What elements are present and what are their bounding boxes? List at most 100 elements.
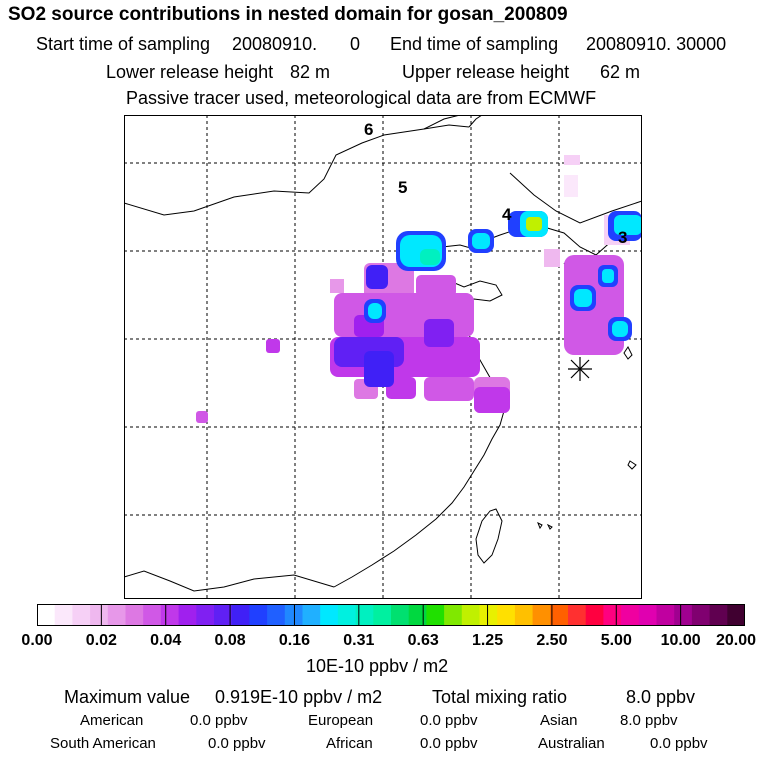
colorbar-cell [568, 604, 587, 626]
plume-cell [614, 215, 642, 235]
plume-cell [526, 217, 542, 231]
total-mixing-label: Total mixing ratio [432, 687, 568, 707]
colorbar-cell [691, 604, 711, 626]
plume-cell [474, 387, 510, 413]
colorbar-cell [373, 604, 392, 626]
colorbar-cell [267, 604, 286, 626]
colorbar [37, 604, 745, 626]
colorbar-tick-label: 20.00 [715, 632, 757, 649]
colorbar-tick-label: 0.16 [278, 632, 311, 649]
region-african-name: African [326, 735, 373, 752]
region-australian-name: Australian [538, 735, 605, 752]
start-time-value: 20080910. [232, 34, 318, 54]
plume-cell [196, 411, 208, 423]
map-grid [124, 115, 642, 599]
plume-cell [416, 275, 456, 297]
region-american-name: American [80, 712, 144, 729]
colorbar-cell [54, 604, 73, 626]
colorbar-cell [727, 604, 745, 626]
colorbar-cells [37, 604, 745, 626]
tracer-note: Passive tracer used, meteorological data… [126, 88, 597, 108]
colorbar-cell [585, 604, 604, 626]
colorbar-cell [178, 604, 197, 626]
plume-cell [330, 279, 344, 293]
colorbar-cell [621, 604, 640, 626]
colorbar-cell [408, 604, 427, 626]
colorbar-cell [284, 604, 303, 626]
start-time-label: Start time of sampling [36, 34, 211, 54]
start-time-hour: 0 [350, 34, 361, 54]
plume-cell [564, 175, 578, 197]
colorbar-cell [674, 604, 693, 626]
plume-cell [366, 265, 388, 289]
max-value: 0.919E-10 ppbv / m2 [215, 687, 383, 707]
colorbar-cell [90, 604, 109, 626]
colorbar-cell [302, 604, 321, 626]
colorbar-cell [125, 604, 144, 626]
region-american-value: 0.0 ppbv [190, 712, 248, 729]
colorbar-cell [72, 604, 91, 626]
colorbar-unit: 10E-10 ppbv / m2 [306, 656, 449, 676]
region-south-american-name: South American [50, 735, 156, 752]
plume-layer [196, 155, 642, 423]
colorbar-cell [391, 604, 410, 626]
day-label-5: 5 [398, 178, 407, 197]
colorbar-tick-label: 0.31 [343, 632, 375, 649]
region-asian-name: Asian [540, 712, 578, 729]
lower-release-label: Lower release height [106, 62, 274, 82]
plume-cell [368, 303, 382, 319]
plume-cell [364, 351, 394, 387]
colorbar-cell [514, 604, 534, 626]
region-european-value: 0.0 ppbv [420, 712, 478, 729]
colorbar-tick-label: 10.00 [660, 632, 701, 649]
region-european-name: European [308, 712, 374, 729]
total-mixing-value: 8.0 ppbv [626, 687, 696, 707]
colorbar-cell [214, 604, 233, 626]
colorbar-cell [196, 604, 215, 626]
colorbar-tick-label: 0.04 [150, 632, 182, 649]
plume-cell [420, 249, 440, 265]
colorbar-cell [461, 604, 480, 626]
colorbar-tick-label: 2.50 [536, 632, 568, 649]
colorbar-cell [656, 604, 675, 626]
upper-release-value: 62 m [600, 62, 641, 82]
colorbar-cell [603, 604, 622, 626]
colorbar-tick-label: 5.00 [600, 632, 632, 649]
colorbar-cell [320, 604, 339, 626]
plume-cell [424, 319, 454, 347]
colorbar-cell [532, 604, 551, 626]
receptor-star-icon [568, 357, 592, 381]
colorbar-cell [426, 604, 445, 626]
plume-cell [266, 339, 280, 353]
colorbar-cell [497, 604, 516, 626]
colorbar-cell [249, 604, 268, 626]
region-asian-value: 8.0 ppbv [620, 712, 678, 729]
colorbar-cell [231, 604, 250, 626]
day-label-3: 3 [618, 228, 627, 247]
colorbar-tick-label: 1.25 [471, 632, 504, 649]
colorbar-cell [550, 604, 569, 626]
plume-cell [424, 377, 474, 401]
colorbar-cell [479, 604, 498, 626]
plume-cell [602, 269, 614, 283]
colorbar-cell [337, 604, 357, 626]
colorbar-cell [444, 604, 463, 626]
colorbar-tick-label: 0.08 [214, 632, 246, 649]
region-australian-value: 0.0 ppbv [650, 735, 708, 752]
plume-cell [564, 155, 580, 165]
colorbar-cell [160, 604, 180, 626]
colorbar-cell [355, 604, 374, 626]
max-value-label: Maximum value [64, 687, 191, 707]
colorbar-tick-label: 0.63 [407, 632, 439, 649]
region-south-american-value: 0.0 ppbv [208, 735, 266, 752]
end-time-value: 20080910. 30000 [586, 34, 727, 54]
plume-cell [472, 233, 490, 249]
colorbar-cell [638, 604, 657, 626]
colorbar-cell [709, 604, 728, 626]
map-frame [124, 115, 642, 599]
region-african-value: 0.0 ppbv [420, 735, 478, 752]
colorbar-cell [37, 604, 56, 626]
plume-cell [612, 321, 628, 337]
plume-cell [544, 249, 560, 267]
colorbar-tick-label: 0.02 [85, 632, 117, 649]
